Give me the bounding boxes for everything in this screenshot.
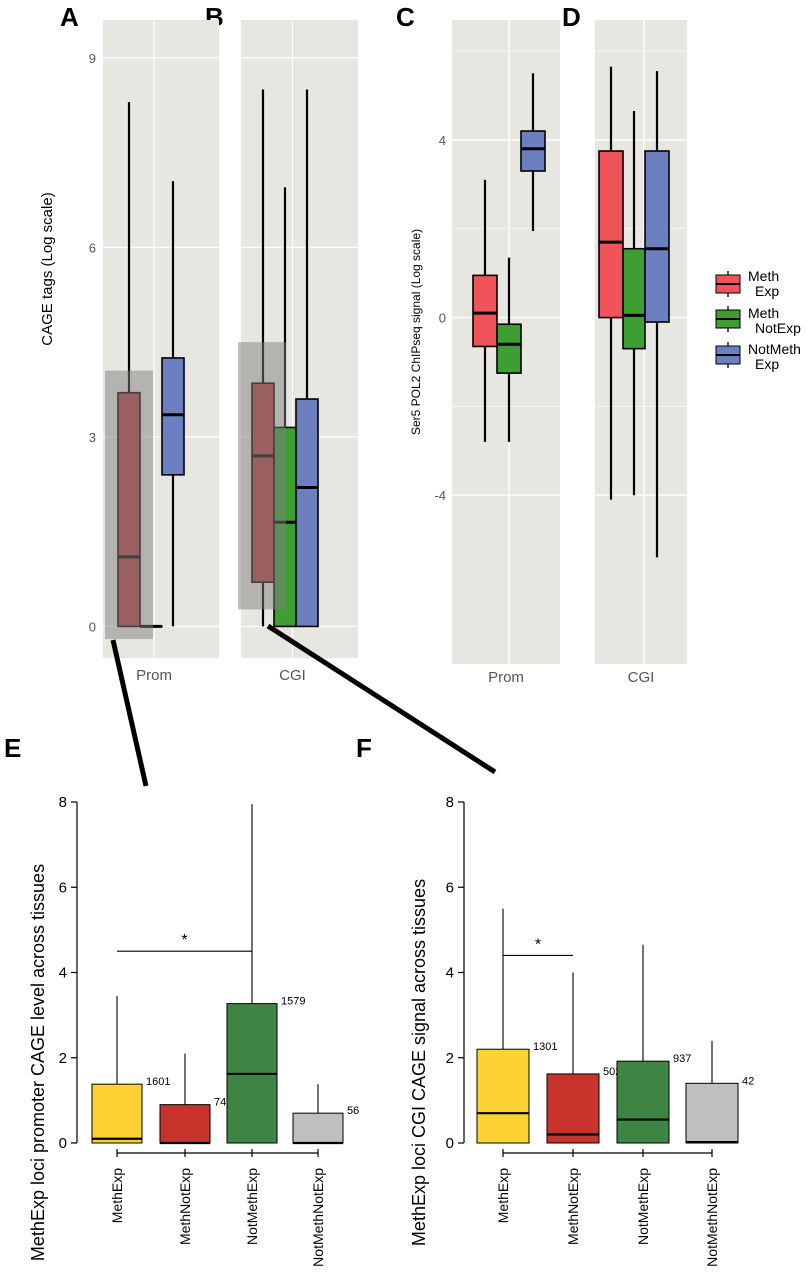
x-category-label: MethExp [109,1168,125,1223]
box-body [598,150,624,319]
panel-cgi: CGI [595,20,687,686]
box-body [472,274,498,348]
significance-marker: * [535,936,541,953]
y-tick-label: 6 [446,879,454,896]
box-body [476,1048,530,1144]
legend-item-meth-notexp: Meth NotExp [715,305,801,336]
count-label: 1579 [281,996,305,1008]
count-label: 56 [347,1105,359,1117]
x-category-label: NotMethNotExp [704,1168,720,1267]
box-body [159,1104,211,1144]
box-notmethnotexp: 42 [685,1040,754,1144]
x-category-label: Prom [488,669,524,686]
legend-item-notmeth-exp: NotMeth Exp [715,341,801,372]
significance-marker: * [181,932,187,949]
chart-ser5-pol2: Prom CGI -4 0 4 Ser5 POL2 ChIPseq signal (Log… [409,20,687,686]
legend-label-line1: NotMeth [748,341,801,357]
box-body [546,1073,600,1144]
legend-label-line2: Exp [755,283,779,299]
y-tick-label: 0 [59,1135,67,1152]
x-category-label: Prom [136,667,172,684]
box-body [616,1060,670,1144]
chart-cage-tags: Prom CGI 0 3 6 9 CAGE tags (Log scale) [39,20,358,684]
box-notmethnotexp: 56 [292,1084,359,1145]
y-tick-label: 4 [439,133,446,148]
box-methexp: 1601 [91,995,170,1144]
y-tick-label: 6 [59,879,67,896]
y-tick-label: -4 [434,488,446,503]
box-notmethexp: 937 [616,944,691,1144]
x-category-label: MethExp [495,1168,511,1223]
box-body [520,130,546,172]
y-tick-label: 0 [439,311,446,326]
box-body [685,1082,739,1144]
box-methnotexp: 502 [546,972,621,1144]
zoom-line-prom [110,639,149,787]
panel-label-d: D [562,2,581,32]
y-axis-label: MethExp loci CGI CAGE signal across tiss… [409,879,429,1246]
y-tick-label: 8 [59,794,67,811]
y-tick-label: 6 [89,240,96,255]
chart-cgi-cage-signal: 0 2 4 6 8 MethExp loci CGI CAGE signal across… [409,794,754,1267]
box-methnotexp: 746 [159,1053,232,1145]
y-tick-label: 8 [446,794,454,811]
legend-label-line1: Meth [748,268,779,284]
box-prom-notmeth-exp [161,181,185,627]
x-category-label: MethNotExp [565,1168,581,1245]
x-category-label: NotMethExp [244,1168,260,1245]
box-body [295,398,319,628]
box-prom-meth-notexp [496,257,522,442]
highlight-cgi [238,342,286,610]
x-category-label: NotMethExp [635,1168,651,1245]
panel-label-c: C [396,2,415,32]
count-label: 937 [673,1053,691,1065]
box-body [91,1083,143,1144]
chart-promoter-cage-level: 0 2 4 6 8 MethExp loci promoter CAGE level ac… [28,794,359,1267]
legend: Meth Exp Meth NotExp NotMeth Exp [715,268,801,372]
y-axis-label: CAGE tags (Log scale) [39,192,56,345]
box-cgi-notmeth-exp [295,89,319,628]
box-cgi-meth-exp [598,66,624,500]
box-body [292,1112,344,1144]
y-axis-label: MethExp loci promoter CAGE level across … [28,864,48,1261]
box-cgi-notmeth-exp [644,71,670,558]
box-prom-meth-exp [472,179,498,442]
y-tick-label: 3 [89,430,96,445]
x-category-label: CGI [279,667,306,684]
legend-label-line2: Exp [755,356,779,372]
box-prom-notmeth-exp [520,73,546,231]
x-category-label: MethNotExp [177,1168,193,1245]
y-tick-label: 0 [89,619,96,634]
box-notmethexp: 1579 [226,804,305,1144]
x-category-label: CGI [628,669,655,686]
box-body [622,247,646,350]
highlight-prom [105,370,153,640]
zoom-line-cgi [266,623,497,775]
x-category-label: NotMethNotExp [310,1168,326,1267]
count-label: 1301 [533,1041,557,1053]
box-body [161,357,185,476]
count-label: 1601 [146,1076,170,1088]
y-axis-label: Ser5 POL2 ChIPseq signal (Log scale) [409,229,423,435]
count-label: 42 [742,1075,754,1087]
y-tick-label: 2 [59,1050,67,1067]
legend-item-meth-exp: Meth Exp [715,268,779,299]
panel-label-f: F [356,733,372,763]
y-tick-label: 9 [89,51,96,66]
box-body [644,150,670,323]
box-body [496,323,522,374]
box-methexp: 1301 [476,908,557,1144]
panel-label-e: E [4,733,21,763]
legend-label-line1: Meth [748,305,779,321]
y-tick-label: 0 [446,1135,454,1152]
legend-label-line2: NotExp [755,320,801,336]
y-tick-label: 4 [446,965,454,982]
panel-label-a: A [60,2,79,32]
y-tick-label: 4 [59,965,67,982]
y-tick-label: 2 [446,1050,454,1067]
box-cgi-meth-notexp [622,111,646,496]
